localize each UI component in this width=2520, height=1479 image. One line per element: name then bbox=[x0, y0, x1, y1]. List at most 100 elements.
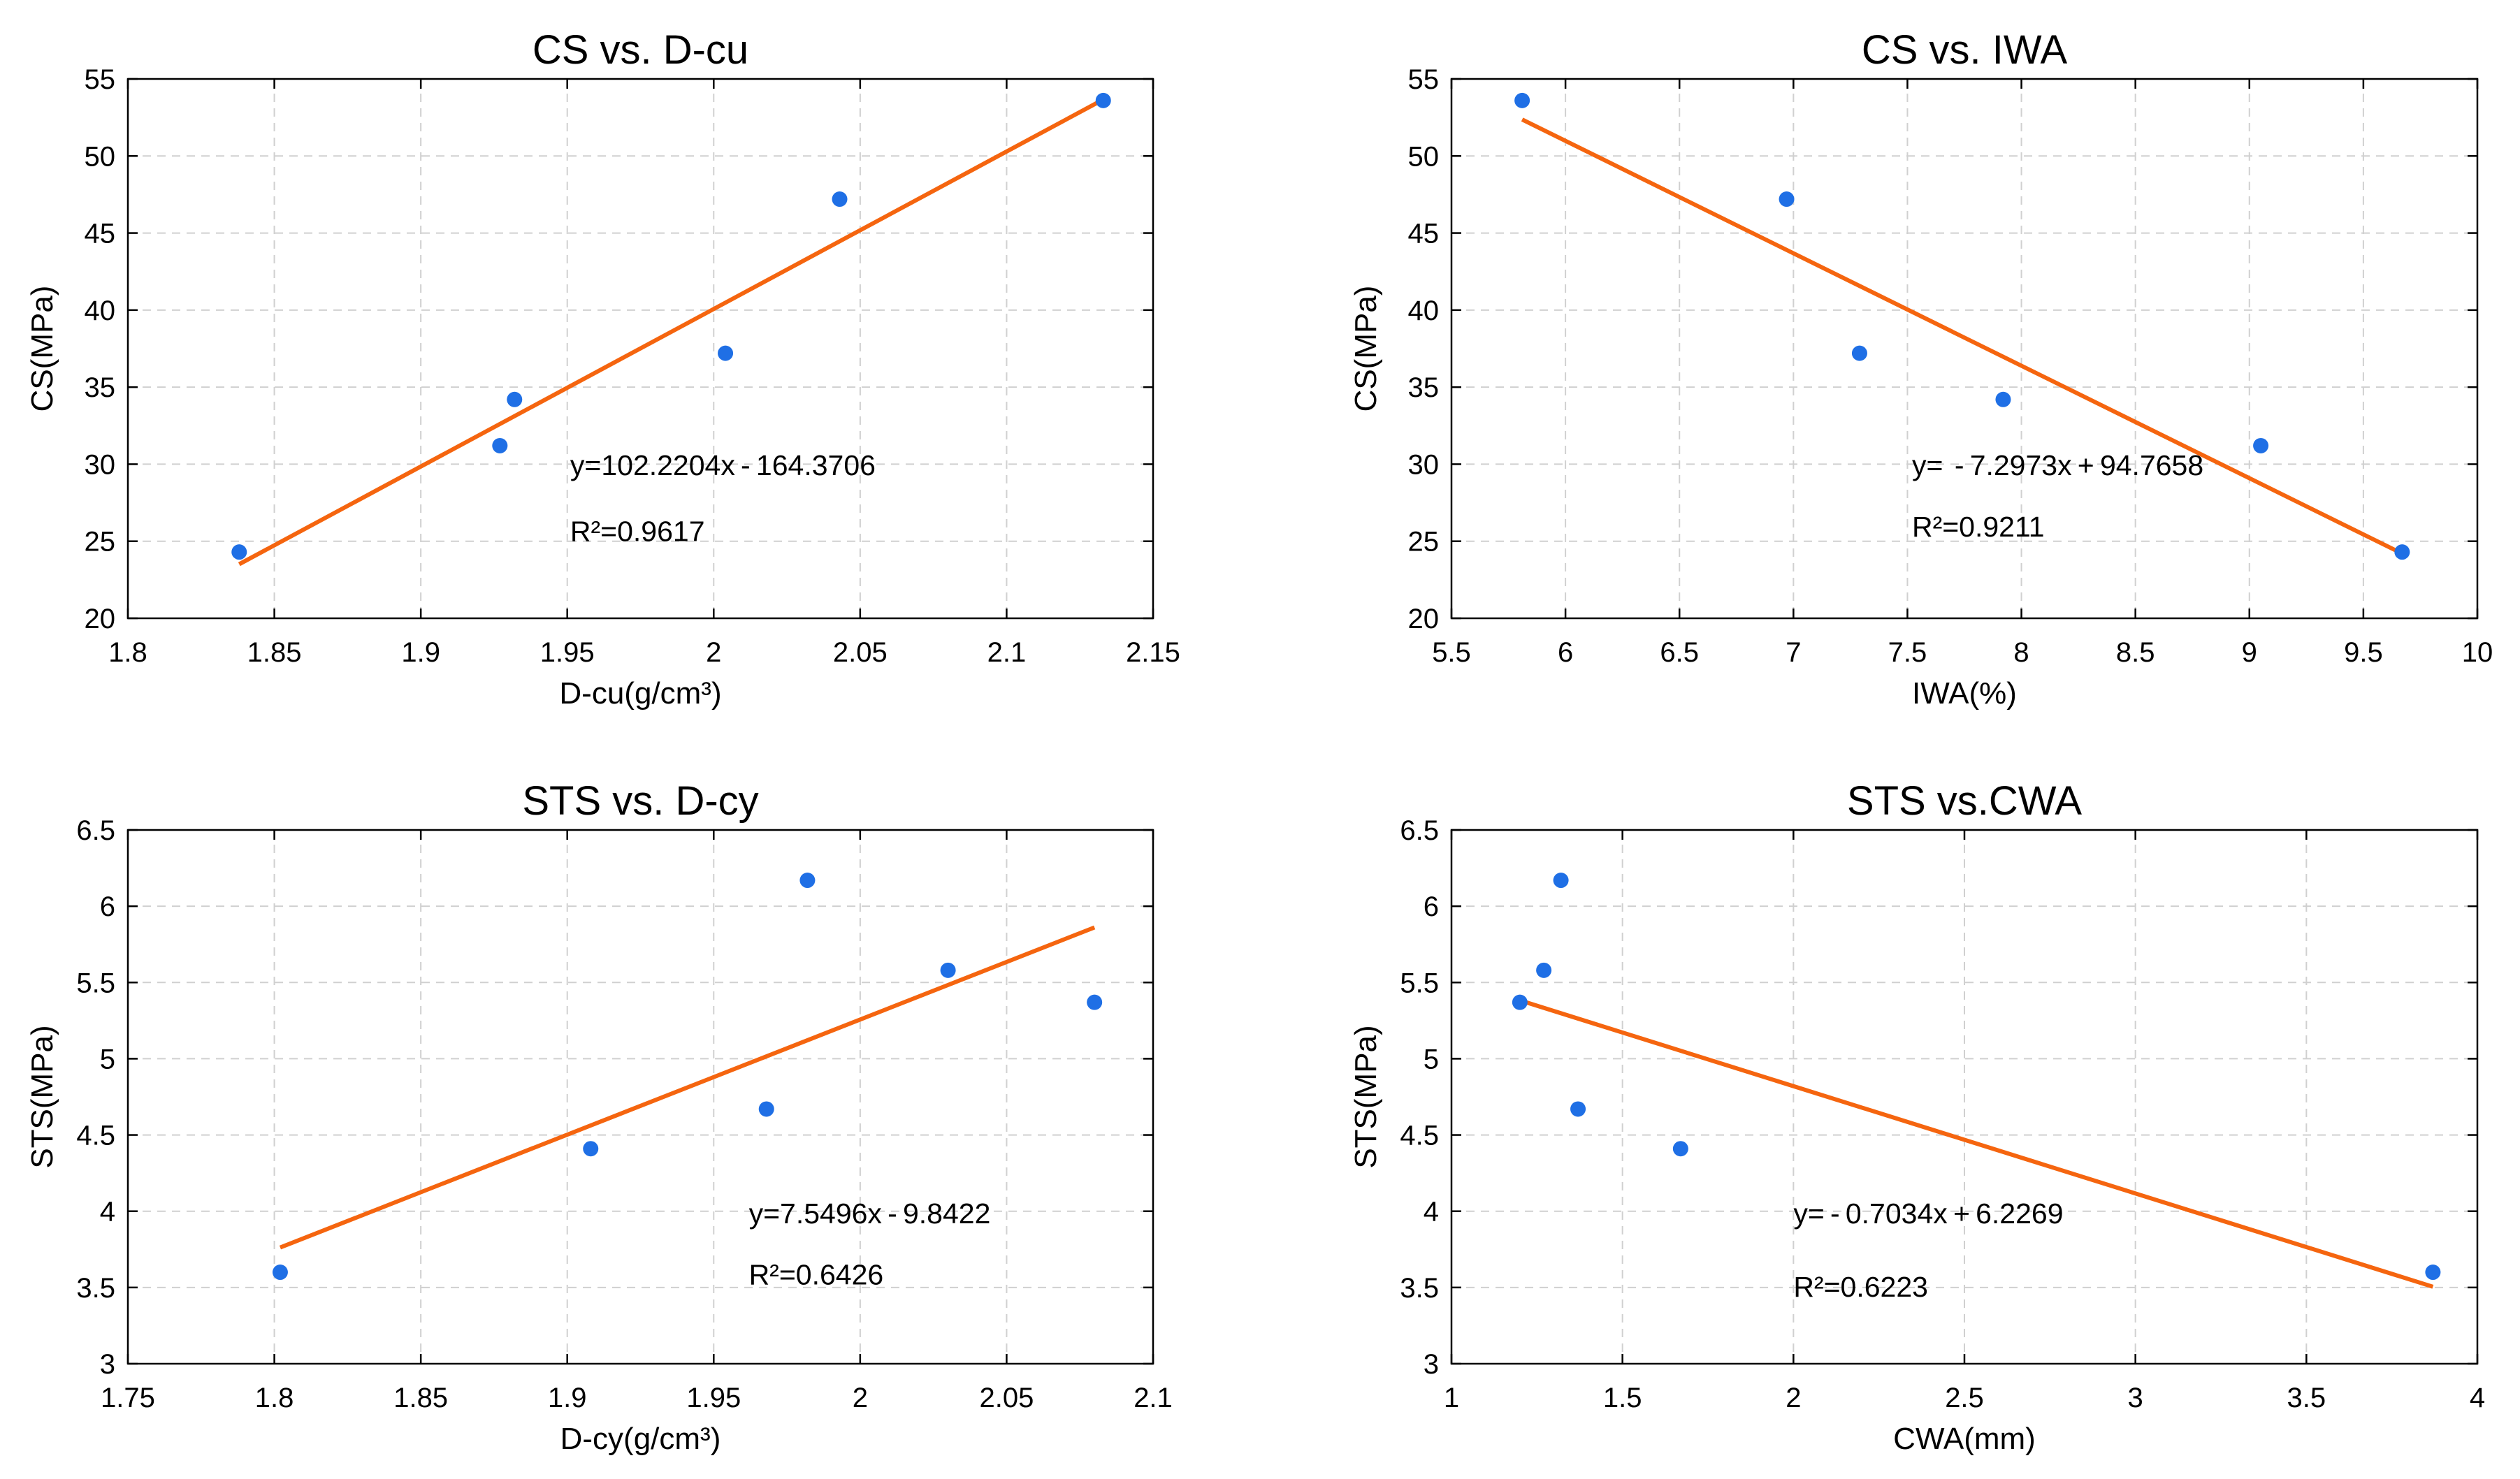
data-point bbox=[718, 345, 734, 361]
y-tick-label: 5.5 bbox=[76, 968, 115, 998]
y-tick-label: 3 bbox=[1424, 1349, 1439, 1380]
data-point bbox=[1570, 1101, 1586, 1117]
y-tick-label: 4 bbox=[100, 1197, 115, 1227]
y-tick-label: 3.5 bbox=[76, 1273, 115, 1304]
data-point bbox=[1851, 345, 1867, 361]
x-tick-label: 2.1 bbox=[987, 637, 1027, 668]
x-tick-label: 2.05 bbox=[833, 637, 888, 668]
x-tick-label: 2.15 bbox=[1126, 637, 1180, 668]
x-tick-label: 1.9 bbox=[401, 637, 440, 668]
x-tick-label: 1.8 bbox=[255, 1383, 294, 1413]
y-tick-label: 5 bbox=[100, 1044, 115, 1074]
x-axis-label: CWA(mm) bbox=[1893, 1422, 2036, 1456]
x-tick-label: 6.5 bbox=[1660, 637, 1699, 668]
data-point bbox=[1995, 391, 2011, 407]
chart-title: CS vs. D-cu bbox=[533, 27, 748, 73]
x-tick-label: 10 bbox=[2462, 637, 2493, 668]
regression-line bbox=[238, 97, 1105, 567]
data-point bbox=[1779, 191, 1795, 207]
data-point bbox=[1553, 873, 1569, 889]
y-tick-label: 55 bbox=[85, 64, 116, 95]
x-tick-label: 3 bbox=[2128, 1383, 2143, 1413]
y-tick-label: 6 bbox=[100, 891, 115, 922]
data-point bbox=[1536, 962, 1552, 978]
y-tick-label: 4 bbox=[1424, 1197, 1439, 1227]
regression-line bbox=[279, 925, 1096, 1250]
y-tick-label: 6.5 bbox=[1400, 815, 1439, 846]
y-tick-label: 35 bbox=[85, 372, 116, 403]
y-tick-label: 25 bbox=[85, 527, 116, 558]
x-tick-label: 2 bbox=[706, 637, 721, 668]
x-tick-label: 2 bbox=[853, 1383, 868, 1413]
x-tick-label: 7 bbox=[1786, 637, 1801, 668]
y-axis-label: STS(MPa) bbox=[25, 1025, 59, 1168]
x-tick-label: 5.5 bbox=[1432, 637, 1471, 668]
x-tick-label: 1.75 bbox=[101, 1383, 155, 1413]
y-tick-label: 6 bbox=[1424, 891, 1439, 922]
regression-line bbox=[1519, 998, 2434, 1289]
y-tick-label: 30 bbox=[85, 449, 116, 480]
x-tick-label: 9.5 bbox=[2344, 637, 2383, 668]
y-tick-label: 3 bbox=[100, 1349, 115, 1380]
y-tick-label: 20 bbox=[85, 604, 116, 634]
y-tick-label: 6.5 bbox=[76, 815, 115, 846]
x-tick-label: 3.5 bbox=[2287, 1383, 2326, 1413]
x-tick-label: 7.5 bbox=[1888, 637, 1927, 668]
regression-equation: y= - 0.7034x + 6.2269 bbox=[1793, 1197, 2063, 1230]
y-tick-label: 3.5 bbox=[1400, 1273, 1439, 1304]
regression-line bbox=[1521, 117, 2403, 556]
data-point bbox=[2425, 1265, 2441, 1281]
x-tick-label: 1.85 bbox=[393, 1383, 448, 1413]
chart-title: CS vs. IWA bbox=[1862, 27, 2068, 73]
x-tick-label: 8.5 bbox=[2116, 637, 2155, 668]
x-axis-label: IWA(%) bbox=[1912, 676, 2017, 711]
data-point bbox=[1512, 994, 1528, 1010]
plot-frame bbox=[126, 829, 1154, 1365]
y-tick-label: 50 bbox=[1408, 141, 1440, 172]
x-axis-label: D-cu(g/cm³) bbox=[559, 676, 721, 711]
chart-title: STS vs. D-cy bbox=[522, 778, 758, 824]
y-tick-label: 50 bbox=[85, 141, 116, 172]
x-tick-label: 1.85 bbox=[247, 637, 302, 668]
x-tick-label: 1.95 bbox=[686, 1383, 741, 1413]
regression-equation: y=102.2204x - 164.3706 bbox=[570, 449, 876, 481]
data-point bbox=[231, 544, 247, 560]
data-point bbox=[1095, 92, 1111, 108]
chart-panel-sts-vs-cwa: STS vs.CWA CWA(mm) STS(MPa) y= - 0.7034x… bbox=[1349, 778, 2485, 1456]
chart-panel-cs-vs-dcu: CS vs. D-cu D-cu(g/cm³) CS(MPa) y=102.22… bbox=[25, 27, 1180, 711]
x-tick-label: 1.5 bbox=[1603, 1383, 1642, 1413]
x-tick-label: 6 bbox=[1558, 637, 1573, 668]
regression-equation: y=7.5496x - 9.8422 bbox=[749, 1197, 991, 1230]
data-point bbox=[2394, 544, 2410, 560]
plot-frame bbox=[1450, 78, 2479, 620]
x-tick-label: 2.1 bbox=[1134, 1383, 1173, 1413]
plot-frame bbox=[126, 78, 1154, 620]
data-point bbox=[1087, 994, 1103, 1010]
r-squared-label: R²=0.9617 bbox=[570, 516, 705, 548]
data-point bbox=[272, 1265, 288, 1281]
y-tick-label: 40 bbox=[85, 296, 116, 326]
x-tick-label: 1.9 bbox=[548, 1383, 587, 1413]
x-tick-label: 1.95 bbox=[540, 637, 595, 668]
y-tick-label: 30 bbox=[1408, 449, 1440, 480]
y-axis-label: CS(MPa) bbox=[25, 286, 59, 412]
data-point bbox=[2253, 437, 2269, 453]
r-squared-label: R²=0.6426 bbox=[749, 1258, 884, 1290]
regression-equation: y= - 7.2973x + 94.7658 bbox=[1912, 449, 2203, 481]
x-tick-label: 2.5 bbox=[1945, 1383, 1984, 1413]
y-tick-label: 45 bbox=[1408, 219, 1440, 249]
x-tick-label: 2 bbox=[1786, 1383, 1801, 1413]
x-tick-label: 9 bbox=[2242, 637, 2257, 668]
data-point bbox=[507, 391, 523, 407]
y-tick-label: 5 bbox=[1424, 1044, 1439, 1074]
y-tick-label: 4.5 bbox=[76, 1121, 115, 1151]
x-tick-label: 1 bbox=[1444, 1383, 1459, 1413]
r-squared-label: R²=0.6223 bbox=[1793, 1271, 1928, 1303]
x-axis-label: D-cy(g/cm³) bbox=[560, 1422, 721, 1456]
y-tick-label: 35 bbox=[1408, 372, 1440, 403]
y-tick-label: 55 bbox=[1408, 64, 1440, 95]
y-tick-label: 45 bbox=[85, 219, 116, 249]
data-point bbox=[583, 1141, 599, 1157]
y-axis-label: STS(MPa) bbox=[1349, 1025, 1383, 1168]
